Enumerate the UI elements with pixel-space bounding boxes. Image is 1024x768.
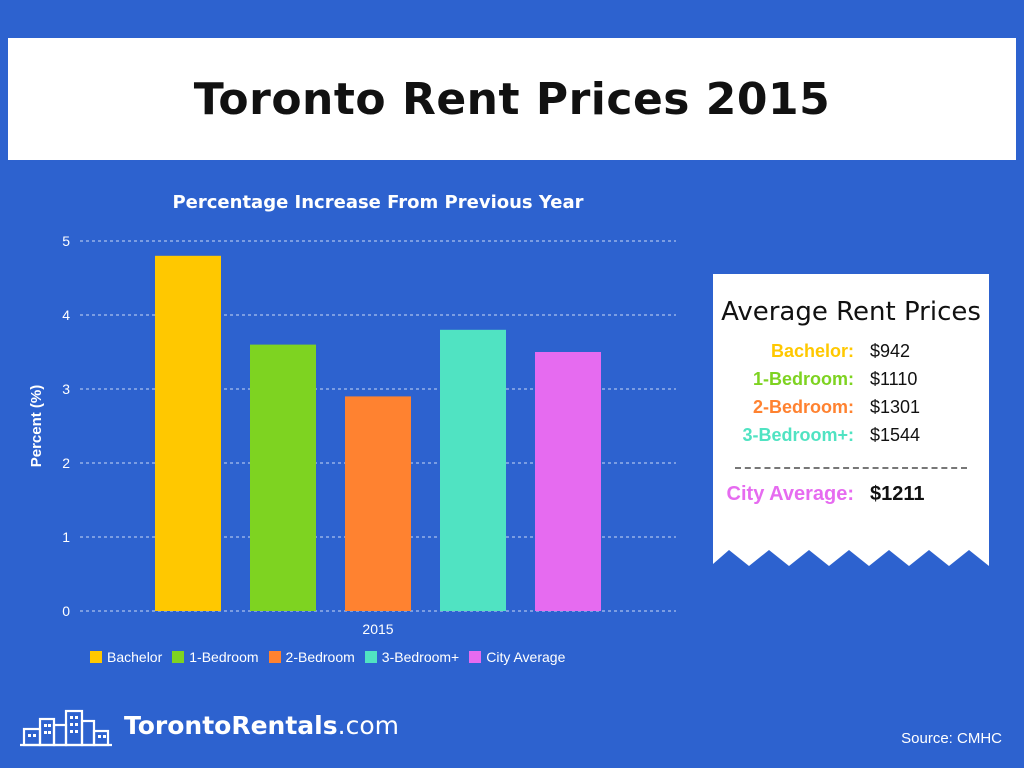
y-tick-label: 0 — [62, 603, 70, 619]
city-average-row: City Average: $1211 — [713, 483, 989, 506]
legend-swatch — [172, 651, 185, 663]
price-row: 3-Bedroom+: $1544 — [713, 421, 989, 449]
price-row: Bachelor: $942 — [713, 337, 989, 365]
legend-item: 3-Bedroom+ — [364, 649, 460, 665]
y-tick-label: 2 — [62, 455, 70, 471]
chart-legend: Bachelor 1-Bedroom 2-Bedroom 3-Bedroom+ City… — [90, 649, 565, 665]
legend-swatch — [364, 651, 377, 663]
price-label: 3-Bedroom+: — [742, 424, 854, 445]
legend-swatch — [268, 651, 281, 663]
city-skyline-icon — [20, 709, 112, 747]
city-average-label: City Average: — [726, 483, 854, 505]
dashed-divider — [735, 467, 967, 469]
x-tick-label: 2015 — [362, 621, 393, 637]
bar-3-bedroom — [440, 329, 506, 611]
price-label: 2-Bedroom: — [752, 396, 854, 417]
source-credit: Source: CMHC — [901, 730, 1002, 747]
bar-2-bedroom — [345, 396, 411, 611]
logo-text: TorontoRentals.com — [124, 710, 399, 740]
price-label: 1-Bedroom: — [752, 368, 854, 389]
price-list: Bachelor: $942 1-Bedroom: $1110 2-Bedroom: $1… — [713, 337, 989, 449]
bar-city-average — [535, 352, 601, 611]
legend-swatch — [90, 651, 102, 663]
title-banner: Toronto Rent Prices 2015 — [8, 38, 1016, 160]
price-row: 1-Bedroom: $1110 — [713, 365, 989, 393]
price-row: 2-Bedroom: $1301 — [713, 393, 989, 421]
legend-label: 3-Bedroom+ — [381, 649, 460, 665]
y-tick-label: 1 — [62, 529, 70, 545]
legend-item: 1-Bedroom — [172, 649, 259, 665]
legend-swatch — [469, 651, 482, 663]
bar-1-bedroom — [250, 344, 316, 611]
legend-label: City Average — [486, 649, 566, 665]
city-average-value: $1211 — [870, 483, 925, 505]
legend-item: 2-Bedroom — [268, 649, 355, 665]
legend-label: 1-Bedroom — [189, 649, 259, 665]
legend-item: City Average — [469, 649, 565, 665]
page-title: Toronto Rent Prices 2015 — [193, 73, 831, 125]
legend-label: Bachelor — [107, 649, 163, 665]
price-value: $942 — [870, 340, 911, 361]
chart-title: Percentage Increase From Previous Year — [172, 192, 584, 213]
price-value: $1301 — [870, 396, 921, 417]
ticket-shape — [713, 274, 989, 566]
average-rent-card: Average Rent Prices Bachelor: $942 1-Bedro… — [713, 274, 989, 566]
y-axis-label: Percent (%) — [28, 385, 45, 468]
toronto-rentals-logo: TorontoRentals.com — [18, 703, 399, 747]
bar-bachelor — [155, 255, 221, 612]
y-tick-label: 4 — [62, 307, 70, 323]
legend-label: 2-Bedroom — [285, 649, 355, 665]
bar-chart: 0 1 2 3 4 5 Percent (%) 2015 — [28, 233, 676, 637]
price-value: $1544 — [870, 424, 921, 445]
y-tick-label: 5 — [62, 233, 70, 249]
legend-item: Bachelor — [90, 649, 162, 665]
price-value: $1110 — [870, 368, 918, 389]
y-tick-label: 3 — [62, 381, 70, 397]
price-label: Bachelor: — [770, 340, 854, 361]
average-rent-title: Average Rent Prices — [721, 297, 981, 327]
